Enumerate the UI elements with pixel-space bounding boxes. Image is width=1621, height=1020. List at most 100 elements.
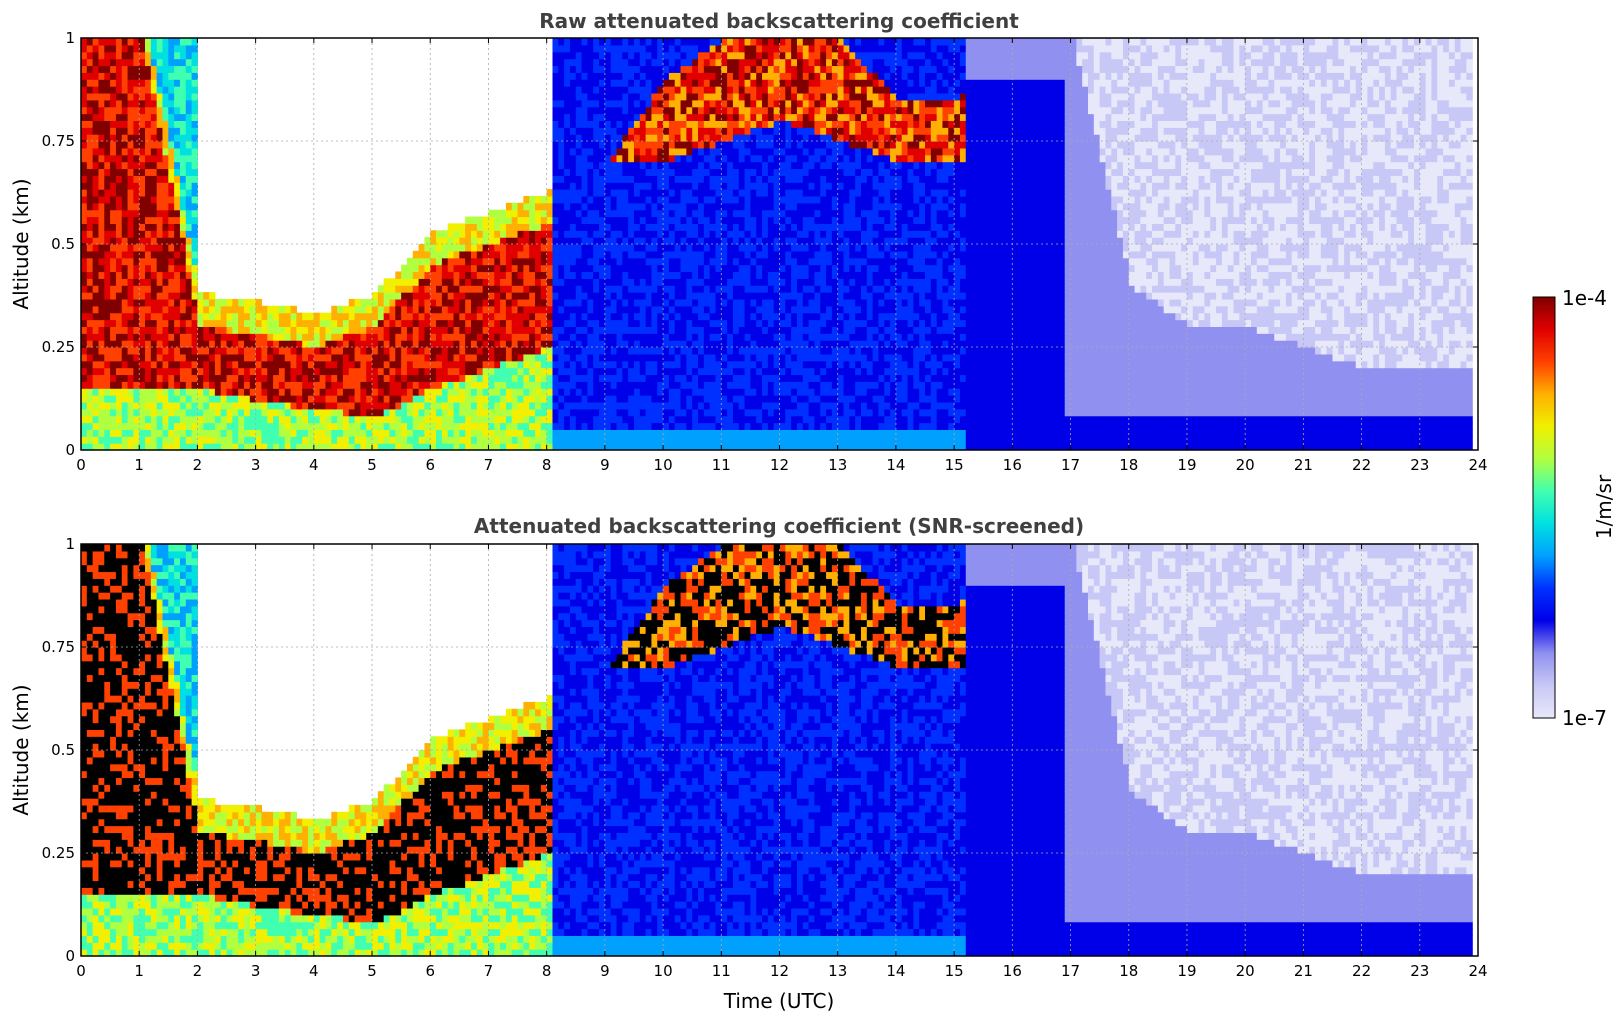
heat-cell [633,182,641,190]
heat-cell [424,408,431,417]
heat-cell [226,401,233,410]
heat-cell [139,106,146,115]
heat-cell [488,278,495,286]
heat-cell [581,250,589,259]
heat-cell [203,353,210,362]
heat-cell [325,340,332,348]
heat-cell [418,292,426,300]
heat-cell [139,415,146,424]
heat-cell [668,360,676,369]
heat-cell [145,360,152,369]
heat-cell [249,305,257,314]
heat-cell [290,395,297,403]
heat-cell [424,436,431,444]
heat-cell [436,298,443,307]
heat-cell [121,195,129,204]
heat-cell [412,395,420,403]
heat-cell [529,374,536,382]
heat-cell [703,189,711,197]
heat-cell [139,278,146,286]
heat-cell [680,86,687,94]
heat-cell [377,292,385,300]
heat-cell [633,223,641,231]
heat-cell [622,285,629,293]
panel-raw-title: Raw attenuated backscattering coefficien… [539,9,1019,33]
heat-cell [517,381,524,389]
heat-cell [500,223,507,231]
heat-cell [325,367,332,376]
heat-cell [593,278,600,286]
heat-cell [174,340,181,348]
heat-cell [383,353,391,362]
heat-cell [616,292,623,300]
heat-cell [529,278,536,286]
heat-cell [150,195,158,204]
heat-cell [564,312,571,321]
heat-cell [133,216,140,224]
heat-cell [663,244,670,252]
heat-cell [616,278,623,286]
heat-cell [750,271,757,279]
heat-cell [593,72,600,80]
heat-cell [569,99,577,108]
heat-cell [174,58,181,67]
heat-cell [319,381,327,389]
heat-cell [104,381,111,389]
heat-cell [465,353,472,362]
heat-cell [680,72,687,80]
heat-cell [203,367,210,376]
heat-cell [698,168,705,176]
heat-cell [633,292,641,300]
heat-cell [145,195,152,204]
heat-cell [727,264,734,273]
heat-cell [569,72,577,80]
heat-cell [500,360,507,369]
heat-cell [587,422,594,430]
heat-cell [744,401,751,410]
heat-cell [581,168,589,176]
heat-cell [721,367,728,376]
heat-cell [261,326,268,334]
heat-cell [692,175,699,183]
heat-cell [657,44,664,53]
heat-cell [616,99,623,108]
heat-cell [150,38,158,46]
heat-cell [150,264,158,273]
heat-cell [348,436,356,444]
heat-cell [86,395,94,403]
heat-cell [599,161,606,170]
heat-cell [535,401,542,410]
heat-cell [168,292,175,300]
heat-cell [284,408,292,417]
heat-cell [168,209,175,218]
heat-cell [360,388,367,396]
heat-cell [488,250,495,259]
heat-cell [110,312,117,321]
heat-cell [564,223,571,231]
heat-cell [156,422,164,430]
heat-cell [657,79,664,87]
heat-cell [412,422,420,430]
heat-cell [133,278,140,286]
heat-cell [616,436,623,444]
heat-cell [156,79,164,87]
heat-cell [127,353,134,362]
heat-cell [610,230,618,238]
heat-cell [476,271,484,279]
heat-cell [587,58,594,67]
heat-cell [674,271,682,279]
heat-cell [709,38,717,46]
heat-cell [150,257,158,266]
heat-cell [529,422,536,430]
heat-cell [663,443,670,450]
heat-cell [191,72,199,80]
heat-cell [220,319,228,327]
heat-cell [325,436,332,444]
heat-cell [657,154,664,163]
heat-cell [639,168,647,176]
heat-cell [587,168,594,176]
heat-cell [447,367,455,376]
heat-cell [622,175,629,183]
heat-cell [750,395,757,403]
heat-cell [581,141,589,149]
